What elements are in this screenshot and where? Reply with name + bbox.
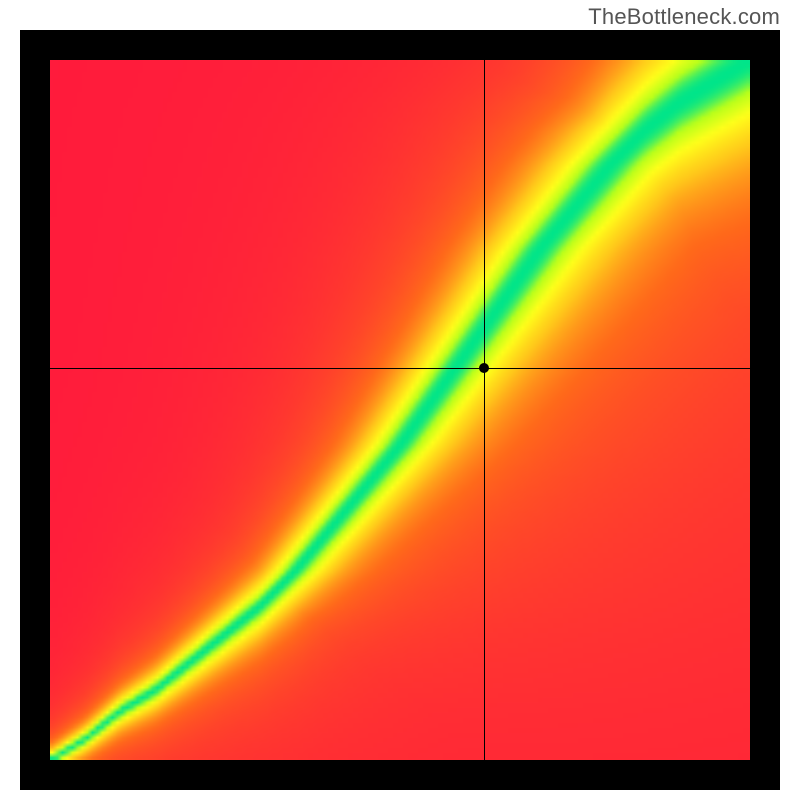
heatmap-canvas-wrap	[50, 60, 750, 760]
crosshair-vertical	[484, 60, 485, 760]
chart-container: TheBottleneck.com	[0, 0, 800, 800]
heatmap-canvas	[50, 60, 750, 760]
crosshair-horizontal	[50, 368, 750, 369]
watermark-text: TheBottleneck.com	[588, 4, 780, 30]
crosshair-marker-dot	[479, 363, 489, 373]
